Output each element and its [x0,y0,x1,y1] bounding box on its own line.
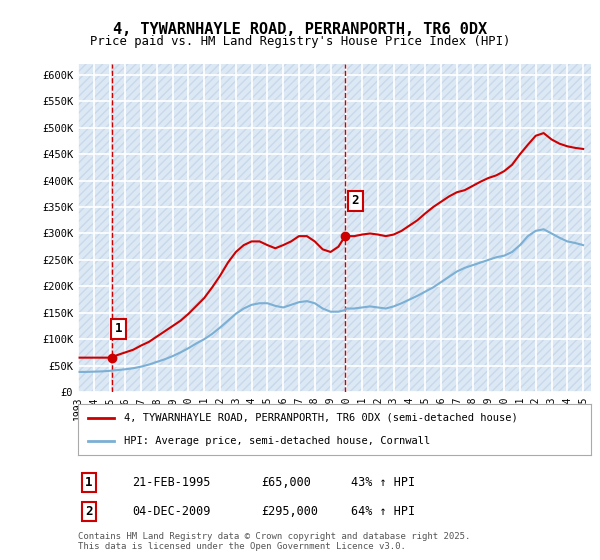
Text: 2: 2 [85,505,92,519]
Text: Contains HM Land Registry data © Crown copyright and database right 2025.
This d: Contains HM Land Registry data © Crown c… [78,531,470,551]
Text: HPI: Average price, semi-detached house, Cornwall: HPI: Average price, semi-detached house,… [124,436,430,446]
Text: 64% ↑ HPI: 64% ↑ HPI [351,505,415,519]
Text: 1: 1 [115,323,122,335]
Text: 21-FEB-1995: 21-FEB-1995 [132,476,211,489]
Text: 4, TYWARNHAYLE ROAD, PERRANPORTH, TR6 0DX (semi-detached house): 4, TYWARNHAYLE ROAD, PERRANPORTH, TR6 0D… [124,413,518,423]
Text: 43% ↑ HPI: 43% ↑ HPI [351,476,415,489]
Text: 1: 1 [85,476,92,489]
Text: £295,000: £295,000 [261,505,318,519]
Text: Price paid vs. HM Land Registry's House Price Index (HPI): Price paid vs. HM Land Registry's House … [90,35,510,48]
Text: 4, TYWARNHAYLE ROAD, PERRANPORTH, TR6 0DX: 4, TYWARNHAYLE ROAD, PERRANPORTH, TR6 0D… [113,22,487,38]
Text: 2: 2 [352,194,359,207]
Text: 04-DEC-2009: 04-DEC-2009 [132,505,211,519]
Text: £65,000: £65,000 [261,476,311,489]
